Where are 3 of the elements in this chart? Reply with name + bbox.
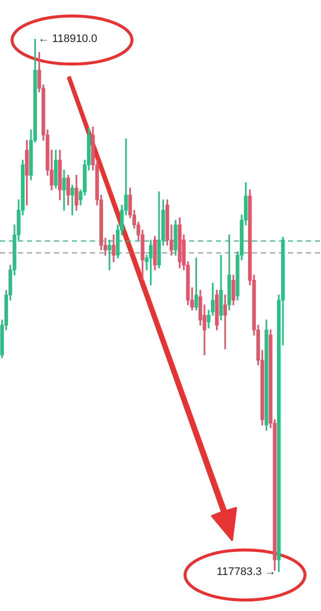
candlestick	[108, 240, 112, 270]
annotation: 117783.3 →	[216, 566, 276, 578]
annotation: ← 118910.0	[38, 33, 98, 46]
